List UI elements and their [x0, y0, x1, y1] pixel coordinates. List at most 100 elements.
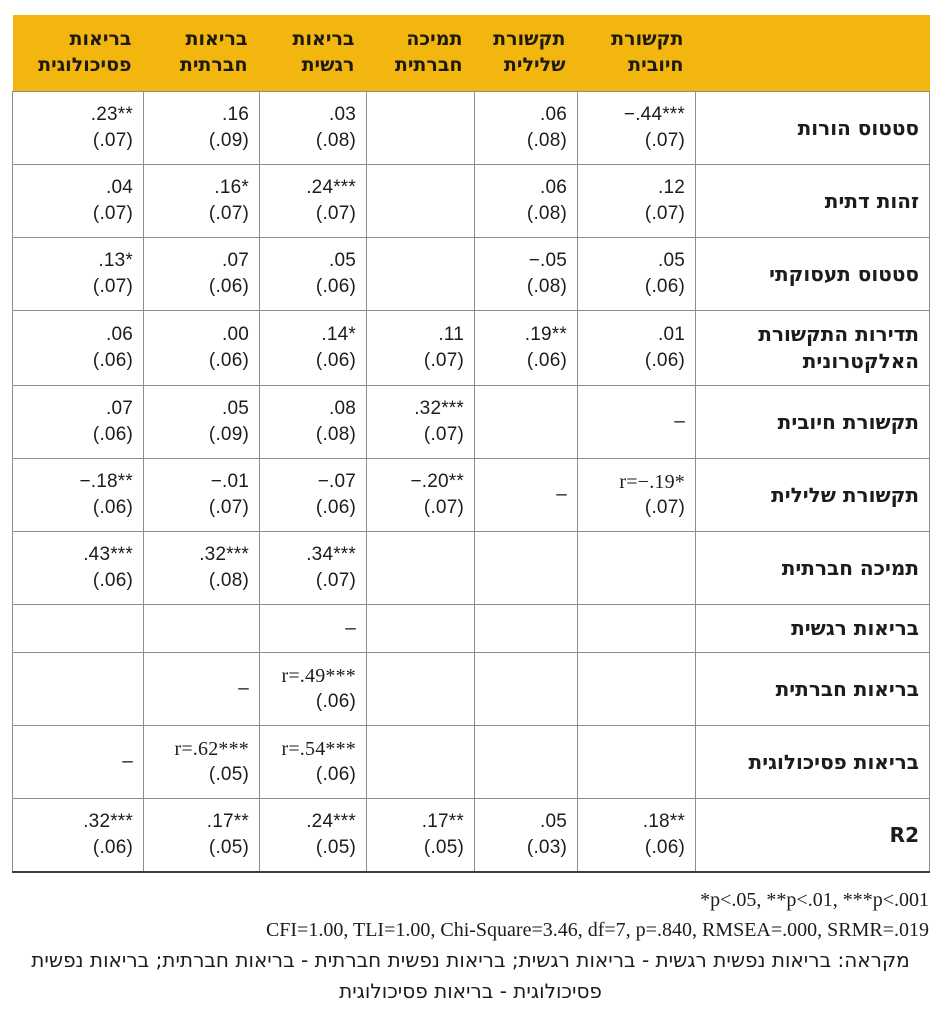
legend-note: מקראה: בריאות נפשית רגשית - בריאות רגשית… — [31, 948, 910, 1003]
value-cell-pos: r=−.19* (.07) — [577, 458, 696, 532]
coefficient-value: .06 — [105, 324, 133, 345]
coefficient-value: .05 — [328, 250, 356, 271]
coefficient-value: r=.49*** — [281, 665, 356, 687]
header-cell-pos: תקשורת חיובית — [577, 15, 696, 92]
row-label: בריאות רגשית — [695, 604, 930, 653]
value-cell-pos: – — [577, 385, 696, 459]
row-label: זהות דתית — [695, 164, 930, 238]
standard-error: (.09) — [208, 130, 249, 151]
value-cell-neg: – — [474, 458, 578, 532]
table-row: בריאות פסיכולוגית r=.54*** (.06) r=.62*** (.… — [12, 725, 930, 799]
coefficient-value: .07 — [221, 250, 249, 271]
value-cell-psy: .04 (.07) — [12, 164, 144, 238]
standard-error: (.06) — [644, 276, 685, 297]
coefficient-value: .18** — [642, 811, 685, 832]
row-label: תקשורת שלילית — [695, 458, 930, 532]
standard-error: (.07) — [423, 424, 464, 445]
coefficient-value: .12 — [657, 177, 685, 198]
value-cell-soc: .07 (.06) — [143, 237, 260, 311]
value-cell-emo: r=.54*** (.06) — [259, 725, 367, 799]
standard-error: (.06) — [644, 837, 685, 858]
row-label: סטטוס תעסוקתי — [695, 237, 930, 311]
table-row: סטטוס הורות −.44*** (.07) .06 (.08) .03 (.08).… — [12, 91, 930, 165]
value-cell-neg: .05 (.03) — [474, 798, 578, 873]
table-row: תקשורת שלילית r=−.19* (.07) – −.20** (.07) −.0… — [12, 458, 930, 532]
table-header-row: תקשורת חיובית תקשורת שלילית תמיכה חברתית בר… — [12, 15, 930, 92]
value-cell-sup — [366, 91, 475, 165]
value-cell-soc: r=.62*** (.05) — [143, 725, 260, 799]
value-cell-emo: .14* (.06) — [259, 310, 367, 386]
value-cell-psy: .07 (.06) — [12, 385, 144, 459]
coefficient-value: .17** — [206, 811, 249, 832]
standard-error: (.06) — [92, 497, 133, 518]
value-cell-emo: .24*** (.05) — [259, 798, 367, 873]
coefficient-value: .32*** — [414, 398, 464, 419]
value-cell-emo: −.07 (.06) — [259, 458, 367, 532]
value-cell-psy: .43*** (.06) — [12, 531, 144, 605]
value-cell-soc: .00 (.06) — [143, 310, 260, 386]
value-cell-psy: .06 (.06) — [12, 310, 144, 386]
coefficient-value: .24*** — [306, 177, 356, 198]
coefficient-value: r=.54*** — [281, 738, 356, 760]
coefficient-value: .05 — [539, 811, 567, 832]
value-cell-psy: – — [12, 725, 144, 799]
row-label: בריאות פסיכולוגית — [695, 725, 930, 799]
coefficient-value: r=−.19* — [619, 471, 685, 493]
value-cell-pos: .12 (.07) — [577, 164, 696, 238]
standard-error: (.07) — [423, 497, 464, 518]
value-cell-psy: .23** (.07) — [12, 91, 144, 165]
value-cell-emo: r=.49*** (.06) — [259, 652, 367, 726]
value-cell-pos: .05 (.06) — [577, 237, 696, 311]
row-label: סטטוס הורות — [695, 91, 930, 165]
value-cell-psy: −.18** (.06) — [12, 458, 144, 532]
standard-error: (.08) — [208, 570, 249, 591]
value-cell-psy: .13* (.07) — [12, 237, 144, 311]
standard-error: (.07) — [315, 203, 356, 224]
row-label: תמיכה חברתית — [695, 531, 930, 605]
value-cell-sup — [366, 531, 475, 605]
coefficient-value: .13* — [98, 250, 133, 271]
coefficient-value: r=.62*** — [174, 738, 249, 760]
standard-error: (.07) — [315, 570, 356, 591]
value-cell-psy — [12, 652, 144, 726]
value-cell-sup: .32*** (.07) — [366, 385, 475, 459]
value-cell-soc: .16 (.09) — [143, 91, 260, 165]
standard-error: (.05) — [208, 837, 249, 858]
value-cell-psy — [12, 604, 144, 653]
standard-error: (.06) — [315, 764, 356, 785]
coefficient-value: .23** — [90, 104, 133, 125]
row-label: בריאות חברתית — [695, 652, 930, 726]
standard-error: (.05) — [315, 837, 356, 858]
significance-note: *p<.05, **p<.01, ***p<.001 — [700, 889, 929, 911]
coefficient-value: .00 — [221, 324, 249, 345]
header-cell-row-labels — [695, 15, 930, 92]
coefficient-value: .11 — [438, 324, 464, 345]
value-cell-sup — [366, 652, 475, 726]
value-cell-pos — [577, 652, 696, 726]
standard-error: (.06) — [92, 424, 133, 445]
standard-error: (.07) — [208, 203, 249, 224]
value-cell-pos — [577, 725, 696, 799]
standard-error: (.08) — [526, 276, 567, 297]
value-cell-soc: −.01 (.07) — [143, 458, 260, 532]
coefficient-value: – — [122, 751, 133, 772]
value-cell-soc — [143, 604, 260, 653]
value-cell-sup — [366, 604, 475, 653]
table-row: בריאות חברתית r=.49*** (.06) – — [12, 652, 930, 726]
standard-error: (.08) — [526, 203, 567, 224]
coefficient-value: .05 — [657, 250, 685, 271]
coefficient-value: .32*** — [199, 544, 249, 565]
footnotes: *p<.05, **p<.01, ***p<.001 CFI=1.00, TLI… — [12, 885, 929, 1007]
header-cell-neg: תקשורת שלילית — [474, 15, 578, 92]
standard-error: (.06) — [315, 691, 356, 712]
value-cell-neg: .19** (.06) — [474, 310, 578, 386]
standard-error: (.07) — [423, 350, 464, 371]
coefficient-value: .16 — [221, 104, 249, 125]
standard-error: (.06) — [315, 497, 356, 518]
row-label: R2 — [695, 798, 930, 873]
coefficient-value: .17** — [421, 811, 464, 832]
coefficient-value: −.18** — [79, 471, 133, 492]
value-cell-sup: .17** (.05) — [366, 798, 475, 873]
standard-error: (.07) — [92, 130, 133, 151]
